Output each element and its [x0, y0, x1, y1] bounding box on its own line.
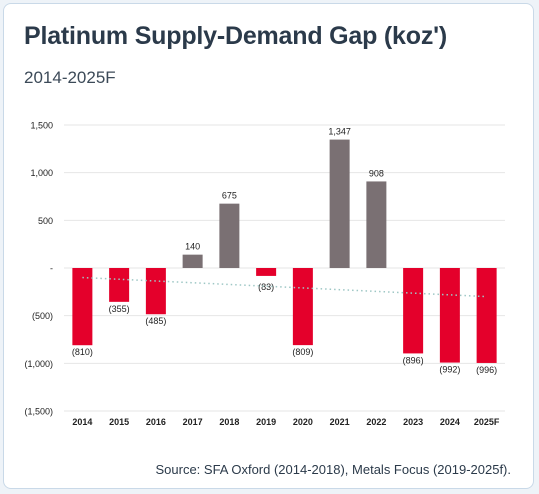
x-tick-label: 2019 [256, 417, 276, 427]
bar [109, 268, 130, 302]
data-label: 908 [369, 168, 384, 178]
x-tick-label: 2014 [72, 417, 92, 427]
bar [145, 268, 166, 315]
x-tick-label: 2022 [366, 417, 386, 427]
y-tick-label: 1,000 [30, 168, 53, 178]
data-label: (809) [292, 347, 313, 357]
x-tick-label: 2018 [219, 417, 239, 427]
x-tick-label: 2024 [440, 417, 460, 427]
bar [366, 181, 387, 268]
x-tick-label: 2025F [474, 417, 500, 427]
data-label: (896) [403, 355, 424, 365]
y-tick-label: 1,500 [30, 121, 53, 131]
y-tick-label: (1,000) [24, 359, 53, 369]
data-label: (996) [476, 365, 497, 375]
bar [329, 139, 350, 268]
data-label: (355) [109, 304, 130, 314]
x-tick-label: 2021 [330, 417, 350, 427]
data-label: (992) [439, 365, 460, 375]
bar [72, 268, 93, 346]
data-label: 1,347 [328, 127, 351, 137]
bar [476, 268, 497, 363]
x-tick-label: 2015 [109, 417, 129, 427]
bar [439, 268, 460, 363]
y-tick-label: - [50, 264, 53, 274]
trend-line [82, 276, 487, 298]
y-tick-label: 500 [38, 216, 53, 226]
x-tick-label: 2020 [293, 417, 313, 427]
chart-title: Platinum Supply-Demand Gap (koz') [24, 22, 447, 50]
bar [256, 268, 277, 276]
x-tick-label: 2017 [183, 417, 203, 427]
x-tick-label: 2023 [403, 417, 423, 427]
chart-subtitle: 2014-2025F [24, 68, 116, 87]
data-label: (485) [145, 316, 166, 326]
x-tick-label: 2016 [146, 417, 166, 427]
bar [292, 268, 313, 346]
data-label: 140 [185, 242, 200, 252]
bar [403, 268, 424, 354]
source-note: Source: SFA Oxford (2014-2018), Metals F… [155, 462, 511, 477]
data-label: (810) [72, 347, 93, 357]
bar [182, 254, 203, 268]
data-label: 675 [222, 191, 237, 201]
bar [219, 203, 240, 268]
y-tick-label: (500) [32, 311, 53, 321]
chart-card: Platinum Supply-Demand Gap (koz') 2014-2… [3, 3, 534, 489]
y-tick-label: (1,500) [24, 407, 53, 417]
data-label: (83) [258, 282, 274, 292]
